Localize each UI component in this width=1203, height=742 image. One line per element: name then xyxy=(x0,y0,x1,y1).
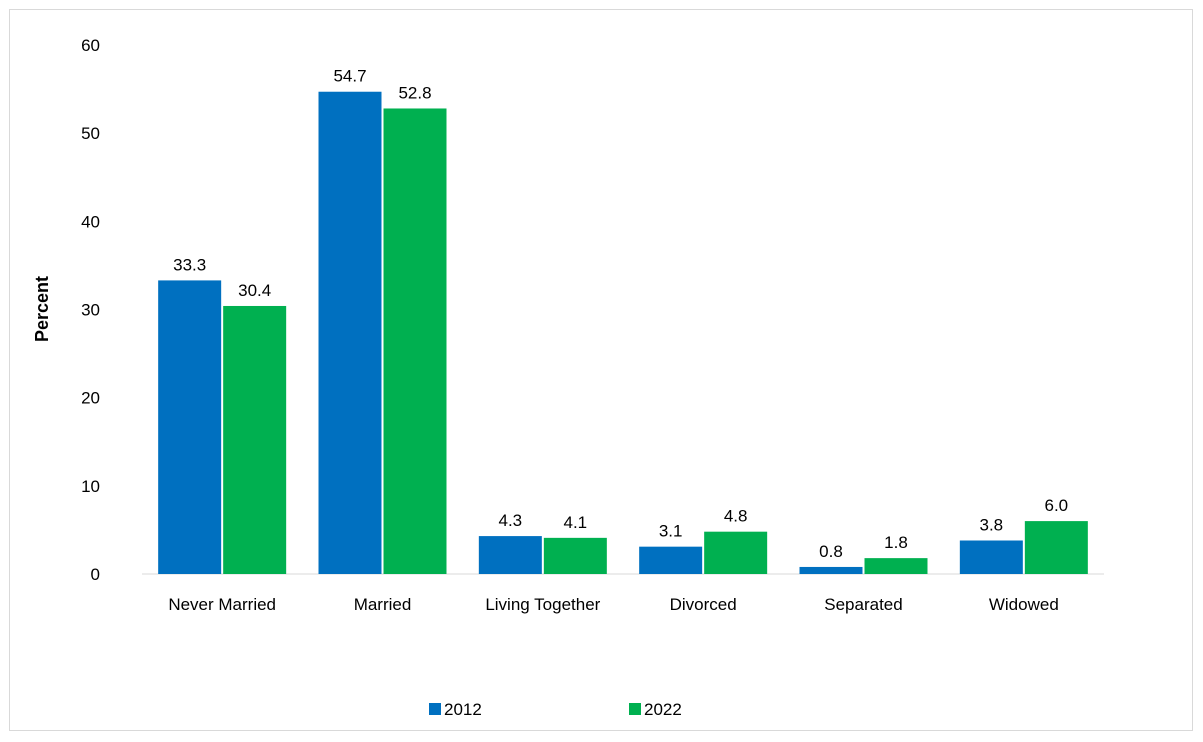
legend-item-2012: 2012 xyxy=(429,700,482,719)
legend-label: 2022 xyxy=(644,700,682,719)
data-labels: 33.3 30.4 54.7 52.8 4.3 4.1 3.1 4.8 0.8 1.8 3.8 6.0 xyxy=(173,67,1068,561)
data-label: 0.8 xyxy=(819,542,843,561)
bars xyxy=(158,91,1088,574)
bar-2022 xyxy=(383,108,447,574)
bar-2012 xyxy=(799,566,863,574)
data-label: 52.8 xyxy=(398,83,431,102)
legend-swatch xyxy=(429,703,441,715)
x-tick-label: Separated xyxy=(824,595,902,614)
y-axis-title: Percent xyxy=(32,276,52,342)
data-label: 4.3 xyxy=(499,511,523,530)
x-tick-label: Never Married xyxy=(168,595,276,614)
y-tick-label: 0 xyxy=(91,565,100,584)
bar-2012 xyxy=(959,540,1023,574)
y-axis: 0 10 20 30 40 50 60 xyxy=(81,36,100,584)
x-axis-ticks: Never Married Married Living Together Divor… xyxy=(168,595,1058,614)
bar-2022 xyxy=(864,558,928,574)
x-tick-label: Living Together xyxy=(485,595,600,614)
y-tick-label: 20 xyxy=(81,389,100,408)
legend: 2012 2022 xyxy=(429,700,682,719)
legend-item-2022: 2022 xyxy=(629,700,682,719)
bar-2022 xyxy=(223,305,287,574)
bar-2012 xyxy=(478,536,542,574)
bar-2022 xyxy=(1024,521,1088,574)
bar-2022 xyxy=(704,531,768,574)
data-label: 3.8 xyxy=(980,515,1004,534)
bar-2012 xyxy=(158,280,222,574)
x-tick-label: Widowed xyxy=(989,595,1059,614)
data-label: 3.1 xyxy=(659,522,683,541)
legend-swatch xyxy=(629,703,641,715)
legend-label: 2012 xyxy=(444,700,482,719)
data-label: 4.1 xyxy=(564,513,588,532)
y-tick-label: 60 xyxy=(81,36,100,55)
bar-2022 xyxy=(543,537,607,574)
data-label: 6.0 xyxy=(1045,496,1069,515)
x-tick-label: Married xyxy=(354,595,412,614)
y-tick-label: 50 xyxy=(81,124,100,143)
bar-2012 xyxy=(318,91,382,574)
data-label: 4.8 xyxy=(724,507,748,526)
data-label: 33.3 xyxy=(173,255,206,274)
data-label: 30.4 xyxy=(238,281,271,300)
bar-2012 xyxy=(639,546,703,574)
data-label: 54.7 xyxy=(333,67,366,86)
y-tick-label: 30 xyxy=(81,301,100,320)
data-label: 1.8 xyxy=(884,533,908,552)
y-tick-label: 40 xyxy=(81,212,100,231)
x-tick-label: Divorced xyxy=(670,595,737,614)
y-tick-label: 10 xyxy=(81,477,100,496)
